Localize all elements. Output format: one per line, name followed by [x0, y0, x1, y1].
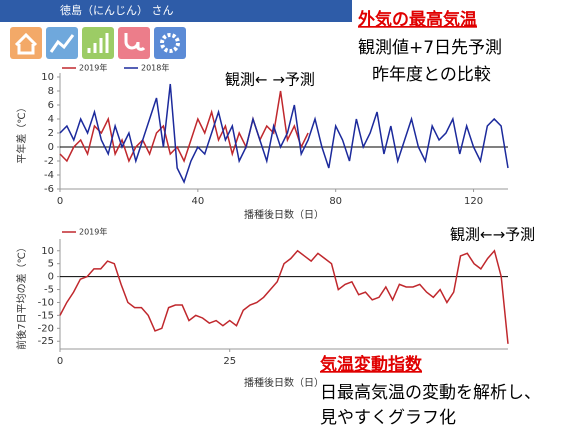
y-tick-label: 0: [48, 272, 54, 283]
data-line: [59, 90, 309, 163]
y-tick-label: -25: [38, 336, 54, 347]
chart-icon[interactable]: [46, 27, 78, 59]
y-tick-label: -2: [44, 156, 54, 167]
annotation-title: 外気の最高気温: [358, 9, 477, 30]
y-tick-label: -4: [44, 170, 54, 181]
y-tick-label: 10: [41, 246, 54, 257]
signal-icon[interactable]: [82, 27, 114, 59]
header-title: 徳島（にんじん） さん: [60, 3, 174, 17]
annotation-text: 見やすくグラフ化: [320, 408, 456, 428]
y-tick-label: -6: [44, 184, 54, 195]
x-tick-label: 120: [464, 196, 483, 207]
chart-annotation: 観測←→予測: [450, 226, 535, 244]
y-tick-label: -10: [38, 297, 54, 308]
legend-label: 2019年: [79, 227, 107, 237]
toolbar: [10, 27, 186, 59]
annotation-title: 気温変動指数: [319, 354, 423, 375]
x-tick-label: 40: [191, 196, 204, 207]
y-tick-label: 0: [48, 142, 54, 153]
annotation-text: 昨年度との比較: [372, 65, 491, 85]
y-tick-label: -15: [38, 310, 54, 321]
health-icon[interactable]: [118, 27, 150, 59]
y-tick-label: -20: [38, 323, 54, 334]
x-tick-label: 0: [57, 356, 63, 367]
legend-label: 2018年: [141, 63, 169, 73]
x-tick-label: 80: [329, 196, 342, 207]
y-tick-label: 5: [48, 259, 54, 270]
settings-icon[interactable]: [154, 27, 186, 59]
y-tick-label: 10: [41, 72, 54, 83]
y-tick-label: 4: [48, 114, 54, 125]
x-tick-label: 25: [223, 356, 236, 367]
y-tick-label: 8: [48, 86, 54, 97]
x-axis-label: 播種後日数（日）: [244, 208, 324, 221]
x-axis-label: 播種後日数（日）: [244, 376, 324, 389]
y-tick-label: 6: [48, 100, 54, 111]
annotation-text: 日最高気温の変動を解析し、: [320, 383, 541, 403]
header-bar: [0, 0, 352, 22]
annotation-text: 観測値+7日先予測: [358, 38, 502, 58]
data-line: [59, 83, 509, 184]
y-axis-label: 平年差（℃）: [15, 102, 28, 163]
x-tick-label: 0: [57, 196, 63, 207]
y-axis-label: 前後7日平均の差（℃）: [15, 242, 28, 350]
y-tick-label: -5: [44, 285, 54, 296]
chart-annotation: 観測← →予測: [225, 71, 315, 89]
y-tick-label: 2: [48, 128, 54, 139]
legend-label: 2019年: [79, 63, 107, 73]
data-line: [59, 249, 509, 344]
